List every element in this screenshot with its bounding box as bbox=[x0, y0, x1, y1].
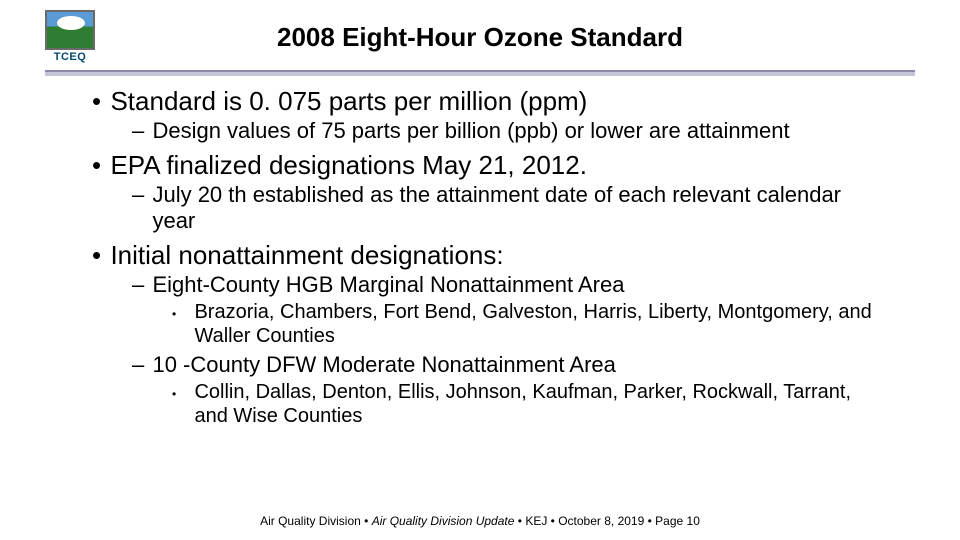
bullet-dash-icon: – bbox=[132, 272, 148, 298]
footer-sep: • bbox=[364, 514, 372, 528]
bullet-lvl1: • EPA finalized designations May 21, 201… bbox=[92, 150, 900, 234]
bullet-text: Brazoria, Chambers, Fort Bend, Galveston… bbox=[194, 300, 874, 348]
footer-date: October 8, 2019 bbox=[558, 514, 644, 528]
bullet-smdot-icon: • bbox=[172, 300, 190, 326]
footer-author: KEJ bbox=[525, 514, 547, 528]
slide: TCEQ 2008 Eight-Hour Ozone Standard • St… bbox=[0, 0, 960, 540]
slide-footer: Air Quality Division • Air Quality Divis… bbox=[0, 514, 960, 528]
bullet-dash-icon: – bbox=[132, 118, 148, 144]
bullet-text: EPA finalized designations May 21, 2012. bbox=[110, 150, 587, 180]
bullet-dot-icon: • bbox=[92, 240, 106, 270]
bullet-dot-icon: • bbox=[92, 150, 106, 180]
slide-title: 2008 Eight-Hour Ozone Standard bbox=[0, 22, 960, 53]
bullet-text: 10 -County DFW Moderate Nonattainment Ar… bbox=[152, 352, 615, 378]
bullet-lvl2: – Design values of 75 parts per billion … bbox=[132, 118, 900, 144]
bullet-lvl2: – 10 -County DFW Moderate Nonattainment … bbox=[132, 352, 900, 428]
title-divider bbox=[45, 70, 915, 76]
bullet-text: Design values of 75 parts per billion (p… bbox=[152, 118, 789, 144]
bullet-lvl3: • Collin, Dallas, Denton, Ellis, Johnson… bbox=[172, 380, 900, 428]
bullet-lvl1: • Standard is 0. 075 parts per million (… bbox=[92, 86, 900, 144]
footer-page: Page 10 bbox=[655, 514, 700, 528]
bullet-text: Collin, Dallas, Denton, Ellis, Johnson, … bbox=[194, 380, 874, 428]
bullet-lvl3: • Brazoria, Chambers, Fort Bend, Galvest… bbox=[172, 300, 900, 348]
bullet-text: Initial nonattainment designations: bbox=[110, 240, 503, 270]
bullet-dash-icon: – bbox=[132, 352, 148, 378]
bullet-lvl2: – Eight-County HGB Marginal Nonattainmen… bbox=[132, 272, 900, 348]
bullet-lvl1: • Initial nonattainment designations: – … bbox=[92, 240, 900, 428]
bullet-text: Standard is 0. 075 parts per million (pp… bbox=[110, 86, 587, 116]
bullet-text: Eight-County HGB Marginal Nonattainment … bbox=[152, 272, 624, 298]
footer-division: Air Quality Division bbox=[260, 514, 361, 528]
bullet-lvl2: – July 20 th established as the attainme… bbox=[132, 182, 900, 234]
footer-topic: Air Quality Division Update bbox=[372, 514, 515, 528]
bullet-text: July 20 th established as the attainment… bbox=[152, 182, 872, 234]
slide-body: • Standard is 0. 075 parts per million (… bbox=[92, 86, 900, 434]
bullet-dot-icon: • bbox=[92, 86, 106, 116]
bullet-smdot-icon: • bbox=[172, 380, 190, 406]
bullet-dash-icon: – bbox=[132, 182, 148, 208]
